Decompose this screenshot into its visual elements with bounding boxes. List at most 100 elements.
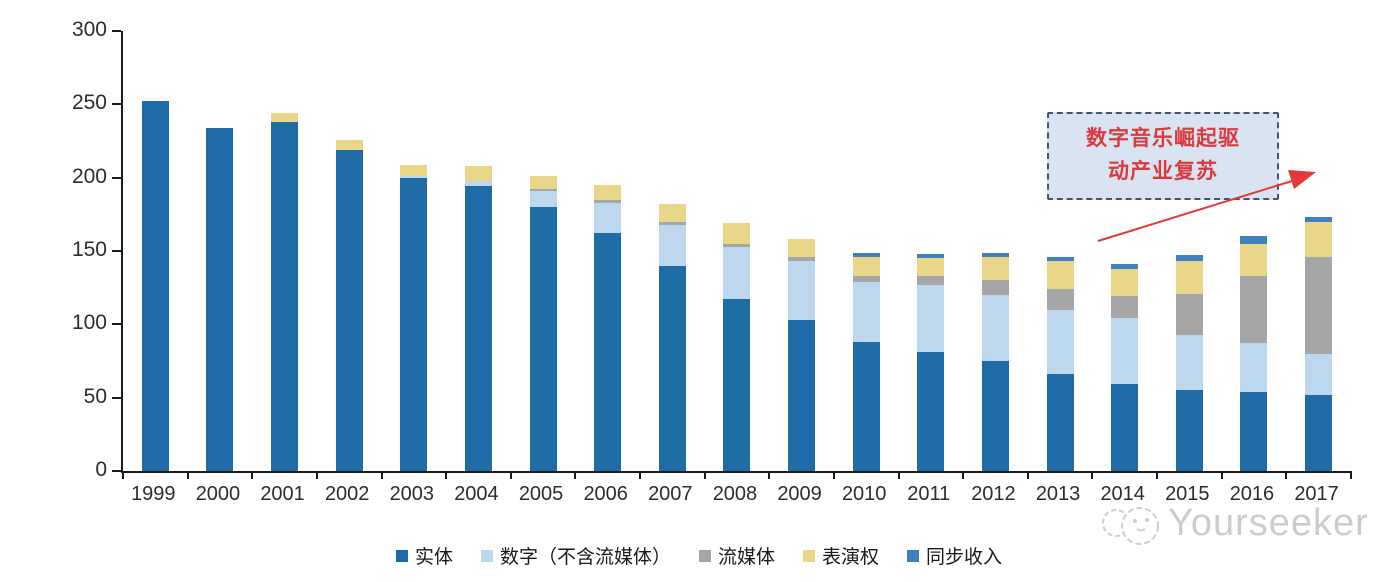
x-axis-tick xyxy=(1220,471,1223,479)
bar-segment xyxy=(1111,268,1139,297)
bar-segment xyxy=(658,224,686,266)
bar-stack-2003 xyxy=(400,164,428,471)
category-cell xyxy=(640,31,705,471)
x-axis-label: 2016 xyxy=(1229,483,1275,505)
category-cell xyxy=(382,31,447,471)
x-axis-tick xyxy=(703,471,706,479)
bar-stack-2011 xyxy=(917,253,945,471)
x-axis-tick xyxy=(251,471,254,479)
x-axis-tick xyxy=(832,471,835,479)
x-axis-tick xyxy=(1026,471,1029,479)
bar-segment xyxy=(1240,391,1268,471)
bar-segment xyxy=(788,256,816,262)
bar-segment xyxy=(723,299,751,471)
bar-segment xyxy=(464,186,492,471)
bar-stack-2010 xyxy=(852,252,880,471)
x-axis-tick xyxy=(768,471,771,479)
category-cell xyxy=(834,31,899,471)
category-cell xyxy=(317,31,382,471)
x-axis-tick xyxy=(639,471,642,479)
legend-item: 表演权 xyxy=(803,542,879,569)
x-axis-label: 2005 xyxy=(518,483,564,505)
bar-segment xyxy=(981,295,1009,361)
legend-item: 实体 xyxy=(395,542,453,569)
y-axis-tick xyxy=(112,323,121,326)
bar-segment xyxy=(981,256,1009,281)
x-axis-label: 2010 xyxy=(841,483,887,505)
x-axis-label: 2011 xyxy=(907,483,951,505)
bar-segment xyxy=(594,185,622,200)
bar-segment xyxy=(852,341,880,471)
x-axis-label: 2002 xyxy=(324,483,370,505)
x-axis-tick xyxy=(1156,471,1159,479)
x-axis-tick xyxy=(962,471,965,479)
bar-segment xyxy=(1111,296,1139,319)
watermark-text: Yourseeker xyxy=(1168,501,1369,544)
x-axis-tick xyxy=(1285,471,1288,479)
bar-stack-2004 xyxy=(464,165,492,471)
bar-stack-2015 xyxy=(1175,255,1203,471)
bar-segment xyxy=(917,284,945,353)
y-axis-tick xyxy=(112,470,121,472)
bar-segment xyxy=(917,352,945,471)
category-cell xyxy=(575,31,640,471)
bar-segment xyxy=(1175,293,1203,335)
bar-segment xyxy=(594,202,622,234)
bar-segment xyxy=(464,165,492,181)
bars-container xyxy=(123,31,1351,471)
bar-segment xyxy=(594,233,622,471)
bar-segment xyxy=(464,180,492,187)
bar-stack-1999 xyxy=(141,101,169,471)
x-axis-labels: 1999 2000 2001 2002 2003 2004 2005 2006 2007 2008… xyxy=(121,483,1349,506)
x-axis-tick xyxy=(897,471,900,479)
x-axis-label: 2015 xyxy=(1165,483,1210,505)
category-cell xyxy=(1222,31,1287,471)
y-axis-tick xyxy=(112,30,121,33)
y-axis-label: 250 xyxy=(71,91,107,115)
bar-segment xyxy=(529,207,557,471)
legend-item: 数字（不含流媒体） xyxy=(480,542,671,569)
bar-segment xyxy=(658,221,686,225)
bar-segment xyxy=(1046,256,1074,262)
bar-segment xyxy=(658,265,686,471)
x-axis-label: 1999 xyxy=(131,483,176,505)
bar-segment xyxy=(1046,309,1074,375)
category-cell xyxy=(1286,31,1351,471)
x-axis-tick xyxy=(315,471,318,479)
bar-stack-2008 xyxy=(723,223,751,471)
bar-segment xyxy=(400,176,428,178)
x-axis-tick xyxy=(1091,471,1094,479)
category-cell xyxy=(123,31,188,471)
x-axis-tick xyxy=(380,471,383,479)
bar-segment xyxy=(271,121,299,471)
x-axis-label: 2013 xyxy=(1035,483,1081,505)
y-axis-label: 100 xyxy=(71,311,107,335)
bar-segment xyxy=(723,246,751,300)
x-axis-label: 2007 xyxy=(648,483,693,505)
bar-segment xyxy=(1046,374,1074,471)
bar-segment xyxy=(852,256,880,276)
category-cell xyxy=(1092,31,1157,471)
category-cell xyxy=(1028,31,1093,471)
bar-segment xyxy=(1175,334,1203,391)
bar-stack-2005 xyxy=(529,176,557,471)
bar-segment xyxy=(400,177,428,471)
bar-segment xyxy=(1305,256,1333,354)
bar-stack-2001 xyxy=(271,113,299,471)
bar-segment xyxy=(723,223,751,244)
bar-segment xyxy=(917,253,945,259)
x-axis-tick xyxy=(509,471,512,479)
category-cell xyxy=(899,31,964,471)
bar-segment xyxy=(1175,255,1203,262)
bar-segment xyxy=(1046,289,1074,310)
bar-segment xyxy=(594,199,622,203)
bar-segment xyxy=(1240,243,1268,276)
legend-swatch xyxy=(803,549,815,562)
bar-segment xyxy=(852,281,880,342)
bar-segment xyxy=(917,275,945,285)
x-axis-label: 2014 xyxy=(1100,483,1145,505)
plot-area: 0 50 100 150 200 250 300 xyxy=(72,18,1352,481)
category-cell xyxy=(252,31,317,471)
bar-stack-2014 xyxy=(1111,264,1139,471)
